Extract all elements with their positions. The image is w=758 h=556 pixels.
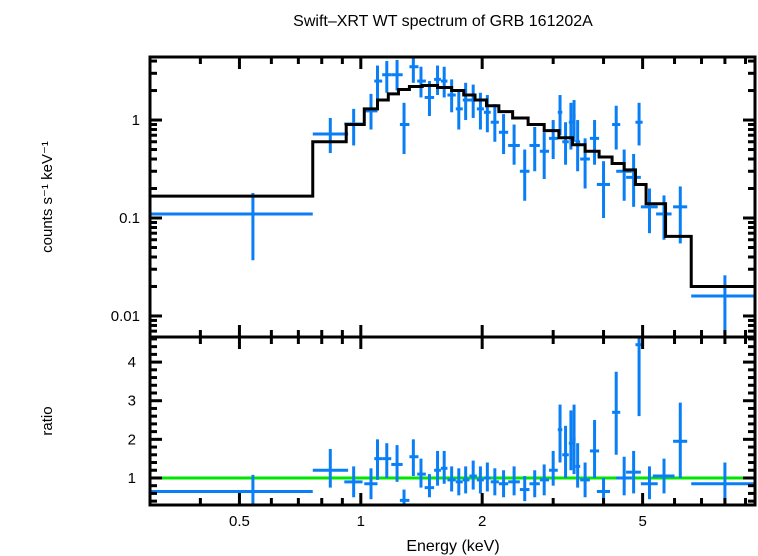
spectrum-data-point <box>589 120 600 165</box>
ratio-data-point <box>391 445 403 482</box>
spectrum-data-point <box>490 104 499 142</box>
ratio-data-point <box>440 450 448 484</box>
spectrum-data-point <box>673 186 688 244</box>
ratio-data-point <box>580 462 590 498</box>
y-tick-label: 3 <box>128 393 136 410</box>
ratio-data-point <box>424 474 435 498</box>
ratio-data-point <box>508 466 520 496</box>
ratio-data-point <box>150 474 313 505</box>
y-tick-label: 4 <box>128 354 136 371</box>
spectrum-panel <box>150 57 755 337</box>
spectrum-data-point <box>635 102 643 146</box>
spectrum-data-point <box>626 154 641 207</box>
ratio-data-point <box>382 443 392 478</box>
spectrum-data-point <box>557 95 563 136</box>
ratio-data-point <box>399 489 410 505</box>
ratio-data-point <box>344 466 363 498</box>
y-axis-label-top: counts s⁻¹ keV⁻¹ <box>39 141 56 253</box>
ratio-data-point <box>568 410 574 471</box>
spectrum-data-point <box>616 149 632 201</box>
ratio-panel <box>150 337 755 505</box>
ratio-data-point <box>455 468 463 496</box>
ratio-data-point <box>616 456 632 496</box>
spectrum-data-point <box>399 102 410 155</box>
ratio-data-point <box>519 476 530 502</box>
spectrum-data-point <box>409 57 419 83</box>
ratio-data-point <box>562 425 569 478</box>
x-tick-label: 5 <box>638 513 646 530</box>
ratio-data-point <box>673 402 688 478</box>
y-tick-label: 2 <box>128 431 136 448</box>
ratio-data-point <box>539 464 550 496</box>
ratio-data-point <box>691 462 755 505</box>
ratio-data-point <box>312 449 349 488</box>
ratio-data-point <box>447 466 456 492</box>
spectrum-data-point <box>434 65 441 96</box>
spectrum-data-point <box>539 132 550 180</box>
spectrum-data-point <box>440 66 448 98</box>
spectrum-data-point <box>150 192 313 261</box>
x-axis-label: Energy (keV) <box>406 538 499 555</box>
spectrum-data-point <box>529 126 540 172</box>
spectrum-data-point <box>612 105 621 150</box>
y-tick-label: 0.01 <box>111 308 140 325</box>
spectrum-data-point <box>572 100 576 142</box>
spectrum-data-point <box>364 93 378 130</box>
ratio-data-point <box>417 458 426 488</box>
ratio-data-point <box>652 458 675 494</box>
y-tick-label: 0.1 <box>119 210 140 227</box>
ratio-data-point <box>626 450 641 494</box>
ratio-data-point <box>498 470 509 498</box>
spectrum-data-point <box>519 149 530 201</box>
spectrum-data-point <box>549 120 558 160</box>
ratio-frame <box>148 335 757 507</box>
spectrum-data-point <box>596 161 610 219</box>
spectrum-data-point <box>498 114 509 155</box>
ratio-data-point <box>572 404 576 475</box>
plot-frame: 0.5 1 2 5 0.01 0.1 1 1 2 3 4 <box>111 55 757 530</box>
ratio-data-point <box>612 371 621 455</box>
chart-title: Swift–XRT WT spectrum of GRB 161202A <box>293 13 593 30</box>
ratio-data-point <box>476 466 484 494</box>
ratio-data-point <box>529 470 540 498</box>
y-axis-label-bottom: ratio <box>39 406 56 435</box>
spectrum-data-point <box>691 275 755 337</box>
x-tick-label: 0.5 <box>229 513 250 530</box>
spectrum-data-point <box>447 79 456 113</box>
x-tick-label: 2 <box>478 513 486 530</box>
ratio-data-point <box>462 466 470 494</box>
ratio-data-point <box>409 439 419 477</box>
spectrum-data-point <box>508 124 520 165</box>
spectrum-data-point <box>568 102 574 150</box>
spectrum-data-point <box>656 195 672 240</box>
ratio-data-point <box>589 420 600 478</box>
spectrum-data-point <box>391 60 403 91</box>
spectrum-data-point <box>417 66 426 98</box>
ratio-data-point <box>549 450 558 486</box>
spectrum-data-point <box>455 90 463 130</box>
model-step-line <box>150 84 755 288</box>
spectrum-data-point <box>382 61 392 93</box>
spectrum-data-point <box>640 188 658 234</box>
ratio-data-point <box>374 439 383 480</box>
x-tick-label: 1 <box>357 513 365 530</box>
ratio-data-point <box>364 468 378 500</box>
spectrum-data-point <box>312 117 349 154</box>
ratio-data-point <box>640 466 658 500</box>
ratio-data-point <box>434 450 441 486</box>
ratio-data-point <box>557 404 563 463</box>
spectrum-data-point <box>476 92 484 130</box>
ratio-data-point <box>490 468 499 496</box>
spectrum-data-point <box>374 65 383 101</box>
ratio-data-point <box>483 462 491 492</box>
spectrum-data-point <box>562 122 569 165</box>
y-tick-label: 1 <box>128 470 136 487</box>
ratio-data-point <box>575 443 581 488</box>
spectrum-data-point <box>462 82 470 121</box>
y-tick-label: 1 <box>132 112 140 129</box>
ratio-data-point <box>469 460 477 490</box>
